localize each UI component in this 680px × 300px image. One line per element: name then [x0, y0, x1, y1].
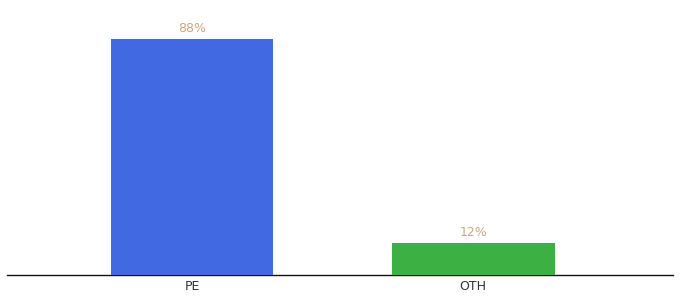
Bar — [111, 39, 273, 275]
Bar — [392, 243, 555, 275]
Text: 12%: 12% — [460, 226, 487, 239]
Text: 88%: 88% — [178, 22, 206, 35]
